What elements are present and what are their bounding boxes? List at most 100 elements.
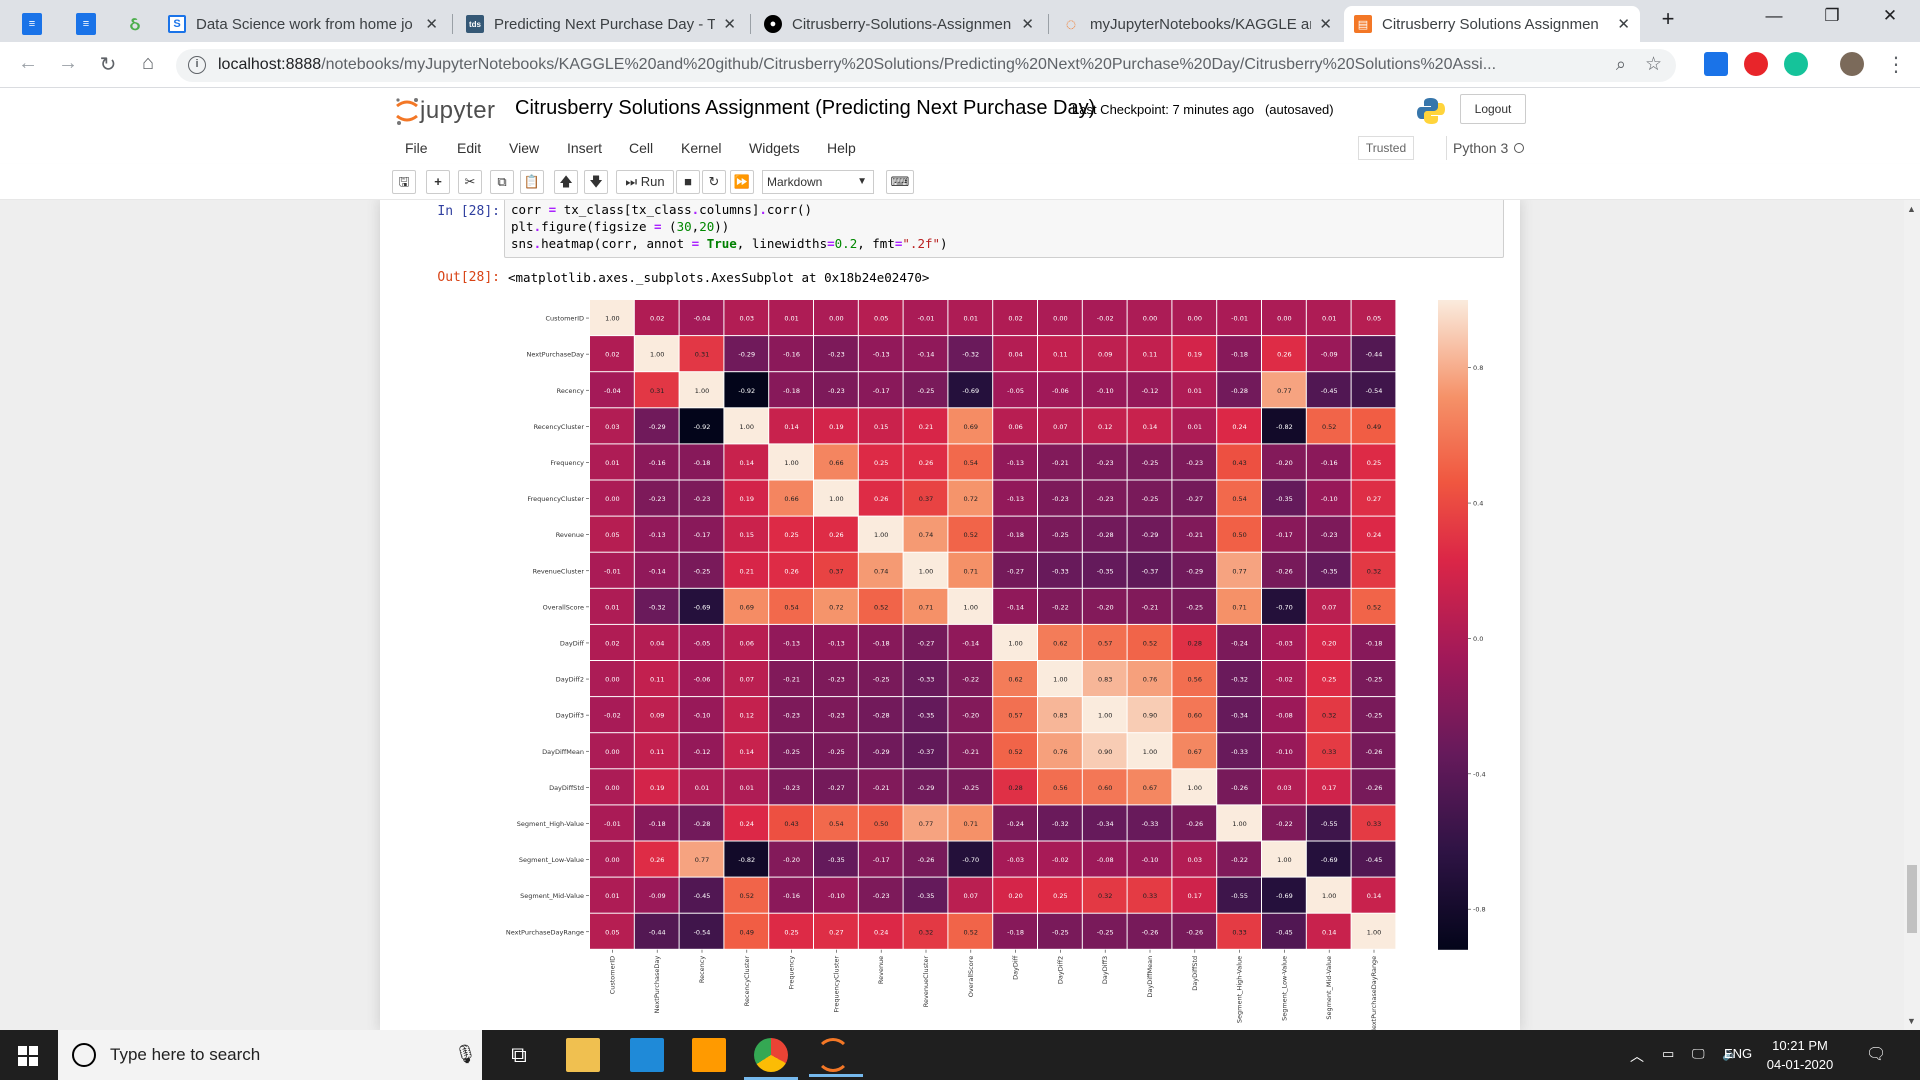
scroll-down-icon[interactable]: ▼ (1907, 1016, 1916, 1026)
cell-annotation: -0.17 (873, 856, 890, 864)
extension-translate-icon[interactable] (1704, 52, 1728, 76)
command-palette-button[interactable]: ⌨ (886, 170, 914, 194)
minimize-button[interactable]: — (1765, 6, 1783, 25)
menu-cell[interactable]: Cell (629, 140, 654, 156)
run-button[interactable]: ⏭ Run (616, 170, 674, 194)
cell-annotation: -0.17 (694, 531, 711, 539)
notebook-title[interactable]: Citrusberry Solutions Assignment (Predic… (515, 97, 1096, 119)
jupyter-logo[interactable]: jupyter (394, 96, 496, 126)
cell-annotation: -0.69 (1276, 892, 1293, 900)
tab-jupyter-tree[interactable]: ◌ myJupyterNotebooks/KAGGLE ar ✕ (1052, 6, 1342, 42)
insert-cell-button[interactable]: + (426, 170, 450, 194)
save-button[interactable]: 🖫 (392, 170, 416, 194)
show-hidden-icons[interactable]: ︿ (1630, 1048, 1644, 1064)
task-view-icon[interactable]: ⧉ (511, 1042, 527, 1067)
heatmap-cell (724, 300, 769, 336)
scroll-up-icon[interactable]: ▲ (1907, 204, 1916, 214)
tab-predicting-next-purchase[interactable]: tds Predicting Next Purchase Day - T ✕ (456, 6, 746, 42)
sublime-text-icon[interactable] (692, 1038, 726, 1072)
battery-icon[interactable]: ▭ (1662, 1046, 1675, 1061)
heatmap-cell (1038, 300, 1082, 336)
extension-opera-icon[interactable] (1744, 52, 1768, 76)
heatmap-cell (948, 877, 993, 913)
move-down-button[interactable]: 🡇 (584, 170, 608, 194)
home-button[interactable]: ⌂ (141, 52, 155, 74)
docs-pinned-tab[interactable]: ≡ (12, 6, 42, 42)
chrome-icon[interactable] (744, 1038, 798, 1080)
menu-help[interactable]: Help (827, 140, 856, 156)
trusted-indicator[interactable]: Trusted (1358, 136, 1414, 160)
zoom-icon[interactable]: ⌕ (1615, 54, 1626, 74)
menu-insert[interactable]: Insert (567, 140, 603, 156)
cell-annotation: -0.44 (1366, 351, 1383, 359)
close-icon[interactable]: ✕ (1319, 16, 1332, 33)
new-tab-button[interactable]: + (1661, 6, 1675, 31)
notebook-icon: ▤ (1354, 15, 1372, 33)
info-icon[interactable]: i (188, 56, 206, 74)
cell-annotation: 0.14 (784, 423, 798, 431)
close-icon[interactable]: ✕ (723, 16, 736, 33)
cell-annotation: -0.27 (918, 639, 935, 647)
jupyter-taskbar-icon[interactable] (809, 1038, 863, 1077)
system-clock[interactable]: 10:21 PM 04-01-2020 (1760, 1036, 1840, 1074)
page-scrollbar[interactable]: ▲ ▼ (1904, 200, 1920, 1030)
store-icon[interactable] (630, 1038, 664, 1072)
heatmap-cell (1172, 372, 1217, 408)
cut-button[interactable]: ✂ (458, 170, 482, 194)
file-explorer-icon[interactable] (566, 1038, 600, 1072)
cell-annotation: 0.01 (695, 784, 709, 792)
chrome-menu-icon[interactable]: ⋮ (1886, 54, 1906, 76)
url-field[interactable]: i localhost:8888/notebooks/myJupyterNote… (176, 49, 1676, 82)
heatmap-cell (993, 913, 1037, 949)
windows-start-icon[interactable] (18, 1046, 38, 1066)
extension-grammarly-icon[interactable] (1784, 52, 1808, 76)
bookmark-star-icon[interactable]: ☆ (1644, 54, 1662, 75)
close-window-button[interactable]: ✕ (1882, 6, 1898, 25)
cell-annotation: -0.08 (1097, 856, 1114, 864)
heatmap-cell (724, 661, 769, 697)
cell-annotation: 0.57 (1008, 712, 1022, 720)
reload-button[interactable]: ↻ (99, 54, 117, 76)
code-cell-input[interactable]: corr = tx_class[tx_class.columns].corr()… (504, 200, 1504, 258)
tab-separator (1048, 14, 1049, 34)
cell-type-select[interactable]: Markdown ▼ (762, 170, 874, 194)
move-up-button[interactable]: 🡅 (554, 170, 578, 194)
restart-run-all-button[interactable]: ⏩ (730, 170, 754, 194)
paste-button[interactable]: 📋 (520, 170, 544, 194)
microphone-icon[interactable]: 🎙 (454, 1044, 477, 1064)
overleaf-pinned-tab[interactable]: ઠ (116, 6, 146, 42)
heatmap-cell (1217, 516, 1261, 552)
heatmap-cell (724, 372, 769, 408)
tab-github-repo[interactable]: ● Citrusberry-Solutions-Assignmen ✕ (754, 6, 1044, 42)
back-button[interactable]: ← (18, 52, 38, 74)
cell-annotation: 1.00 (1053, 676, 1067, 684)
forward-button[interactable]: → (58, 52, 78, 74)
restart-button[interactable]: ↻ (702, 170, 726, 194)
heatmap-cell (1172, 552, 1217, 588)
cell-annotation: -0.21 (873, 784, 890, 792)
taskbar-search-box[interactable]: Type here to search 🎙 (58, 1030, 482, 1080)
close-icon[interactable]: ✕ (425, 16, 438, 33)
close-icon[interactable]: ✕ (1617, 16, 1630, 33)
docs-pinned-tab-2[interactable]: ≡ (66, 6, 96, 42)
input-language[interactable]: ENG (1724, 1046, 1753, 1061)
menu-widgets[interactable]: Widgets (749, 140, 800, 156)
tab-data-science-jobs[interactable]: S Data Science work from home jo ✕ (158, 6, 448, 42)
maximize-button[interactable]: ❐ (1824, 6, 1840, 25)
volume-icon[interactable]: 🔈 (1722, 1046, 1739, 1061)
interrupt-button[interactable]: ■ (676, 170, 700, 194)
url-host: localhost:8888 (218, 56, 322, 73)
menu-file[interactable]: File (405, 140, 428, 156)
profile-avatar[interactable] (1840, 52, 1864, 76)
logout-button[interactable]: Logout (1460, 94, 1526, 124)
network-icon[interactable]: 🖵 (1692, 1046, 1705, 1061)
close-icon[interactable]: ✕ (1021, 16, 1034, 33)
tab-active-notebook[interactable]: ▤ Citrusberry Solutions Assignmen ✕ (1344, 6, 1640, 42)
action-center-icon[interactable]: 🗨 (1866, 1046, 1887, 1063)
menu-edit[interactable]: Edit (457, 140, 482, 156)
copy-button[interactable]: ⧉ (490, 170, 514, 194)
menu-kernel[interactable]: Kernel (681, 140, 722, 156)
menu-view[interactable]: View (509, 140, 540, 156)
cell-annotation: 0.66 (784, 495, 798, 503)
scrollbar-thumb[interactable] (1907, 865, 1917, 933)
